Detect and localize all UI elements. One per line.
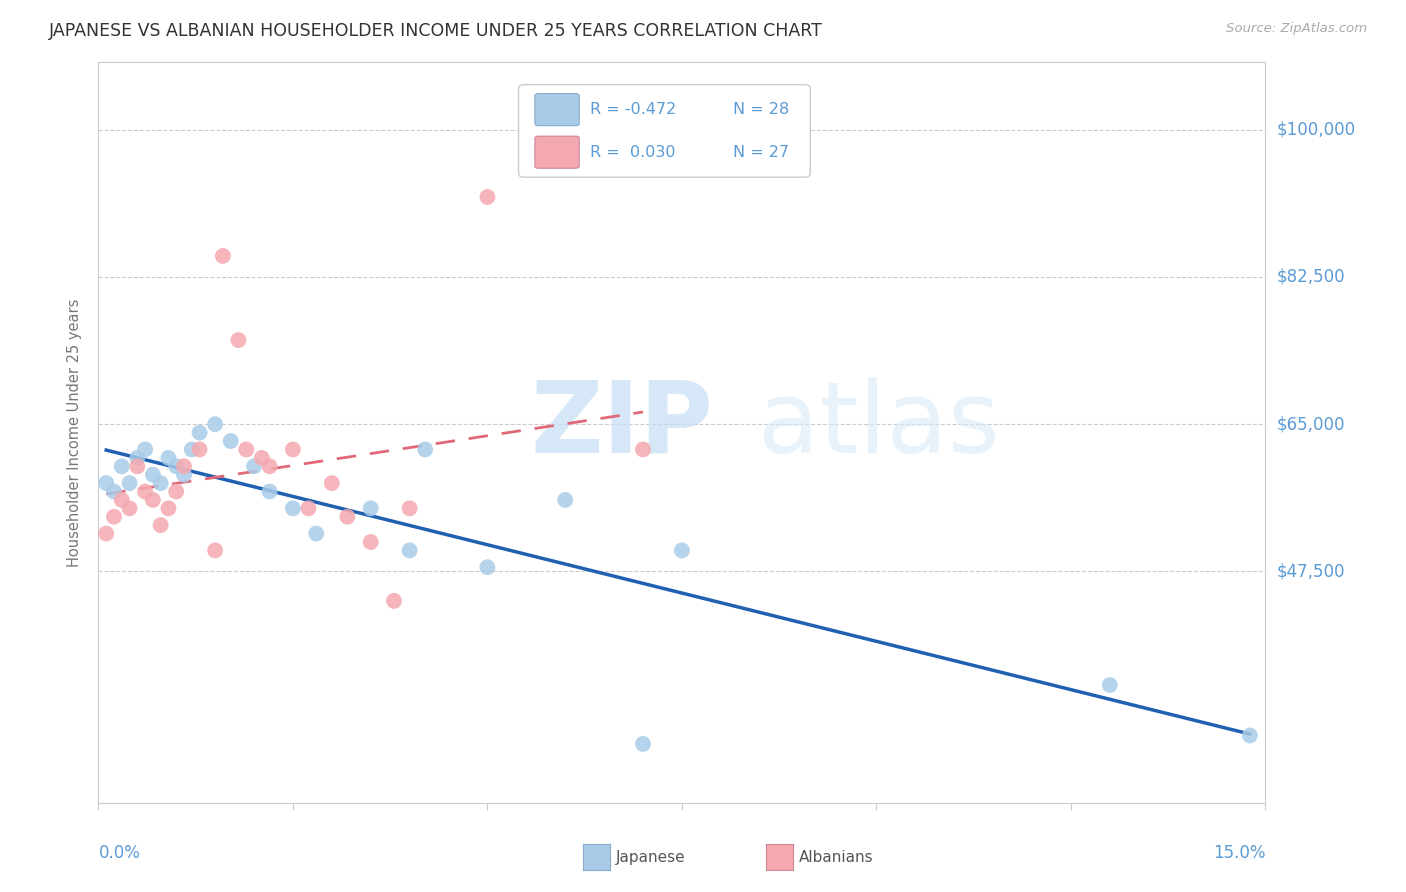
Text: R =  0.030: R = 0.030	[589, 145, 675, 160]
Point	[235, 442, 257, 457]
Point	[142, 467, 165, 482]
Point	[382, 594, 405, 608]
Point	[149, 476, 172, 491]
Point	[212, 249, 235, 263]
Point	[127, 450, 149, 465]
Point	[360, 501, 382, 516]
FancyBboxPatch shape	[519, 85, 810, 178]
Point	[173, 459, 195, 474]
Point	[398, 501, 420, 516]
Text: $65,000: $65,000	[1277, 415, 1346, 434]
Point	[96, 476, 118, 491]
Text: JAPANESE VS ALBANIAN HOUSEHOLDER INCOME UNDER 25 YEARS CORRELATION CHART: JAPANESE VS ALBANIAN HOUSEHOLDER INCOME …	[49, 22, 823, 40]
Point	[398, 543, 420, 558]
Text: 15.0%: 15.0%	[1213, 844, 1265, 862]
Point	[118, 501, 141, 516]
Point	[281, 442, 304, 457]
Point	[250, 450, 273, 465]
Point	[157, 450, 180, 465]
Point	[631, 442, 654, 457]
Point	[173, 467, 195, 482]
Point	[111, 459, 134, 474]
Point	[321, 476, 343, 491]
Point	[281, 501, 304, 516]
Point	[204, 543, 226, 558]
Point	[259, 484, 281, 499]
Point	[297, 501, 319, 516]
Text: Albanians: Albanians	[799, 850, 873, 864]
Point	[142, 492, 165, 507]
Point	[165, 459, 187, 474]
Text: N = 28: N = 28	[734, 103, 790, 117]
Point	[360, 535, 382, 549]
Text: $100,000: $100,000	[1277, 120, 1355, 139]
Point	[259, 459, 281, 474]
Point	[188, 442, 211, 457]
FancyBboxPatch shape	[534, 136, 579, 169]
Point	[157, 501, 180, 516]
Point	[228, 333, 250, 347]
Text: 0.0%: 0.0%	[98, 844, 141, 862]
Text: N = 27: N = 27	[734, 145, 789, 160]
Point	[96, 526, 118, 541]
Point	[413, 442, 436, 457]
Y-axis label: Householder Income Under 25 years: Householder Income Under 25 years	[67, 299, 83, 566]
Point	[134, 442, 156, 457]
Text: $82,500: $82,500	[1277, 268, 1346, 286]
Point	[127, 459, 149, 474]
Point	[305, 526, 328, 541]
Point	[243, 459, 266, 474]
Point	[671, 543, 693, 558]
Point	[1239, 729, 1261, 743]
Point	[118, 476, 141, 491]
Point	[336, 509, 359, 524]
Text: Japanese: Japanese	[616, 850, 686, 864]
Point	[111, 492, 134, 507]
Point	[103, 484, 125, 499]
Point	[219, 434, 242, 448]
FancyBboxPatch shape	[534, 94, 579, 126]
Text: R = -0.472: R = -0.472	[589, 103, 676, 117]
Point	[631, 737, 654, 751]
Text: $47,500: $47,500	[1277, 563, 1346, 581]
Point	[204, 417, 226, 432]
Point	[165, 484, 187, 499]
Point	[134, 484, 156, 499]
Point	[477, 560, 499, 574]
Point	[149, 518, 172, 533]
Point	[554, 492, 576, 507]
Point	[103, 509, 125, 524]
Text: atlas: atlas	[758, 376, 1000, 474]
Point	[188, 425, 211, 440]
Point	[477, 190, 499, 204]
Point	[180, 442, 202, 457]
Text: ZIP: ZIP	[530, 376, 713, 474]
Point	[1098, 678, 1121, 692]
Text: Source: ZipAtlas.com: Source: ZipAtlas.com	[1226, 22, 1367, 36]
